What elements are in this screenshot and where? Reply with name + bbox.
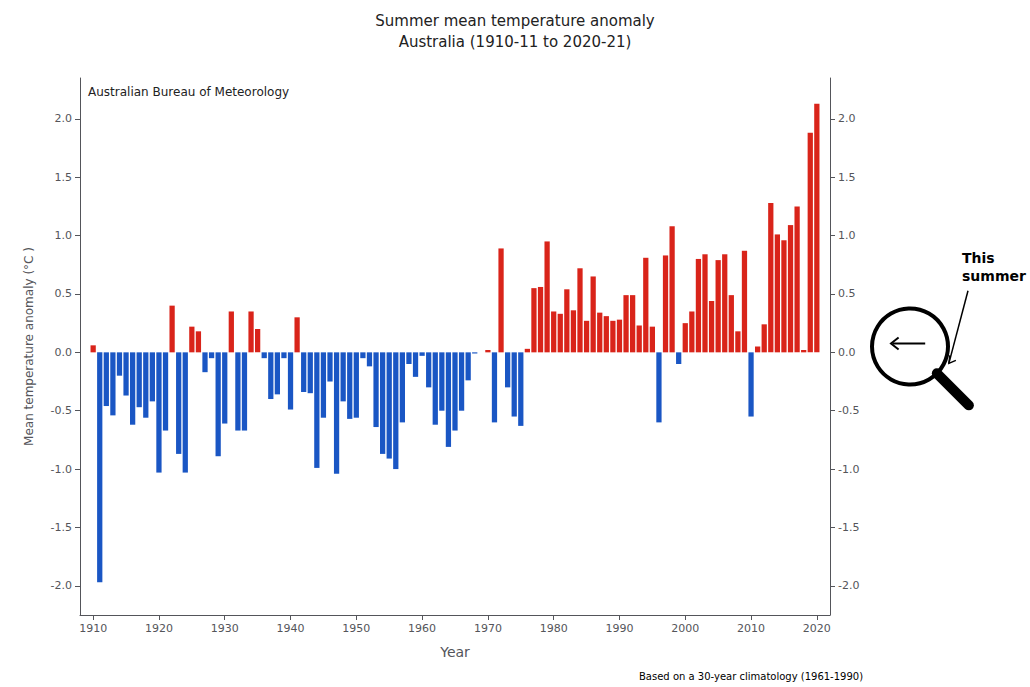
svg-text:-2.0: -2.0 (51, 579, 72, 592)
svg-text:-1.5: -1.5 (838, 521, 859, 534)
svg-text:-1.0: -1.0 (838, 463, 859, 476)
svg-text:0.0: 0.0 (838, 346, 856, 359)
svg-text:2010: 2010 (737, 622, 765, 635)
svg-text:This: This (962, 250, 995, 266)
svg-text:1930: 1930 (211, 622, 239, 635)
svg-text:-0.5: -0.5 (838, 404, 859, 417)
svg-text:2.0: 2.0 (838, 112, 856, 125)
svg-text:summer: summer (962, 268, 1026, 284)
svg-text:1910: 1910 (79, 622, 107, 635)
svg-text:1.5: 1.5 (838, 171, 856, 184)
svg-text:1920: 1920 (145, 622, 173, 635)
svg-text:Summer mean temperature anomal: Summer mean temperature anomaly (375, 12, 655, 30)
svg-text:Mean temperature anomaly (°C ): Mean temperature anomaly (°C ) (22, 247, 36, 446)
svg-text:Australian Bureau of Meteorolo: Australian Bureau of Meteorology (88, 85, 289, 99)
svg-text:-1.5: -1.5 (51, 521, 72, 534)
svg-text:2.0: 2.0 (55, 112, 73, 125)
svg-text:Year: Year (439, 644, 470, 660)
svg-text:Based on a 30-year climatology: Based on a 30-year climatology (1961-199… (639, 671, 863, 682)
svg-text:0.5: 0.5 (55, 287, 73, 300)
svg-text:0.0: 0.0 (55, 346, 73, 359)
svg-text:Australia (1910-11 to 2020-21): Australia (1910-11 to 2020-21) (399, 33, 632, 51)
svg-text:1970: 1970 (474, 622, 502, 635)
svg-text:0.5: 0.5 (838, 287, 856, 300)
svg-text:1960: 1960 (408, 622, 436, 635)
svg-text:1.0: 1.0 (55, 229, 73, 242)
svg-text:2020: 2020 (803, 622, 831, 635)
svg-text:-2.0: -2.0 (838, 579, 859, 592)
svg-text:1940: 1940 (277, 622, 305, 635)
svg-text:2000: 2000 (671, 622, 699, 635)
svg-text:-1.0: -1.0 (51, 463, 72, 476)
svg-text:1980: 1980 (540, 622, 568, 635)
svg-text:1.5: 1.5 (55, 171, 73, 184)
svg-text:1.0: 1.0 (838, 229, 856, 242)
svg-text:1990: 1990 (605, 622, 633, 635)
svg-text:1950: 1950 (342, 622, 370, 635)
svg-text:-0.5: -0.5 (51, 404, 72, 417)
